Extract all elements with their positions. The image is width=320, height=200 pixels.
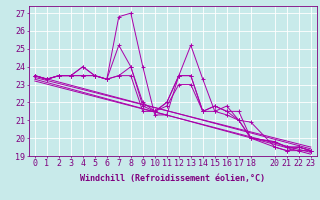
X-axis label: Windchill (Refroidissement éolien,°C): Windchill (Refroidissement éolien,°C): [80, 174, 265, 183]
